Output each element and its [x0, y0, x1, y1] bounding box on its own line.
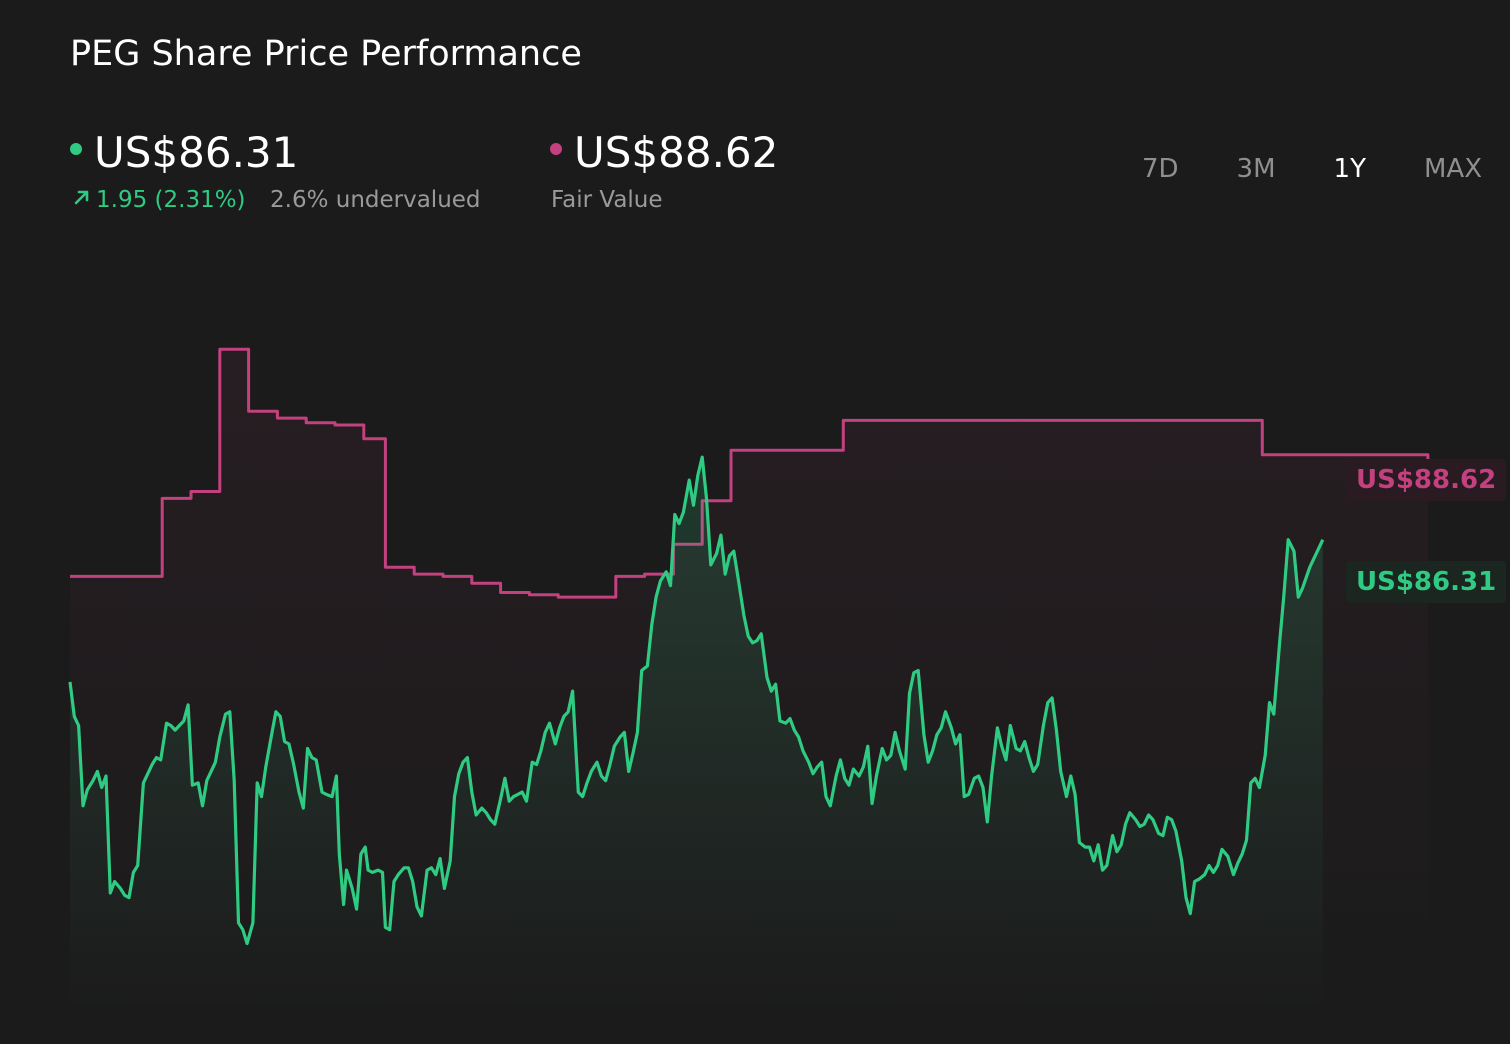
- page-title: PEG Share Price Performance: [70, 34, 582, 74]
- price-legend-dot: [70, 142, 82, 155]
- arrow-up-right-icon: [72, 187, 92, 213]
- price-series-line: [68, 455, 1325, 946]
- price-change-value: 1.95 (2.31%): [96, 187, 246, 213]
- tab-7d[interactable]: 7D: [1141, 154, 1179, 184]
- fair-value-legend-dot: [550, 142, 562, 155]
- price-end-label: US$86.31: [1346, 561, 1507, 603]
- fair-value-series-line: [70, 347, 1430, 599]
- price-display: US$86.31: [70, 128, 298, 177]
- price-area: [70, 457, 1323, 1011]
- tab-max[interactable]: MAX: [1423, 154, 1482, 184]
- price-change: 1.95 (2.31%): [72, 187, 246, 213]
- tab-1y[interactable]: 1Y: [1333, 154, 1366, 184]
- range-tabs: 7D 3M 1Y MAX: [1142, 154, 1482, 184]
- valuation-label: 2.6% undervalued: [270, 187, 481, 213]
- fair-value-caption: Fair Value: [551, 187, 663, 213]
- fair-value-display: US$88.62: [550, 128, 778, 177]
- tab-3m[interactable]: 3M: [1236, 154, 1276, 184]
- current-price: US$86.31: [94, 128, 299, 177]
- fair-value-end-label: US$88.62: [1346, 459, 1507, 501]
- fair-value-price: US$88.62: [574, 128, 779, 177]
